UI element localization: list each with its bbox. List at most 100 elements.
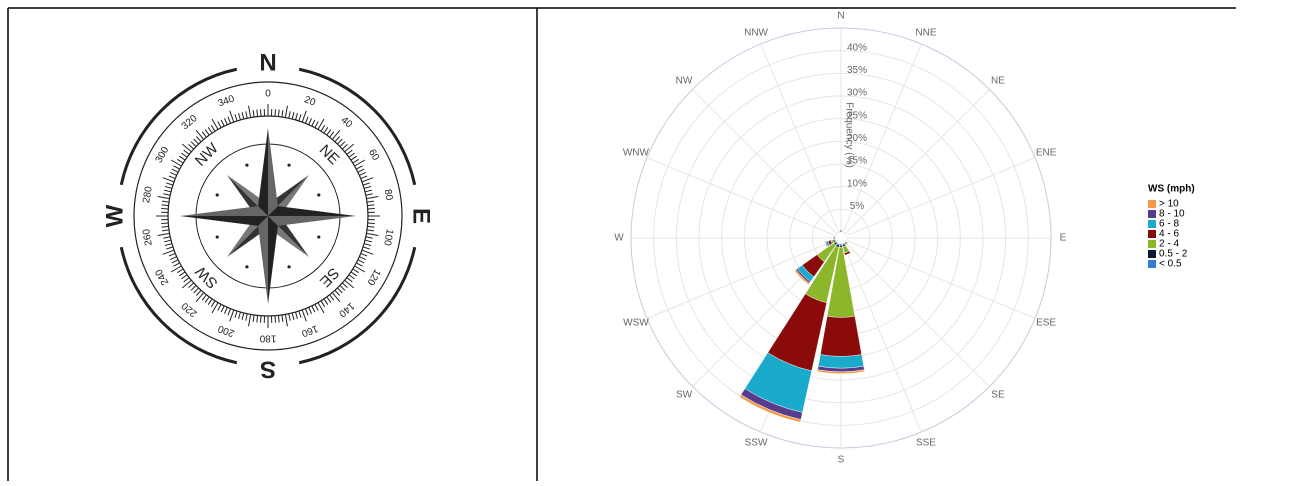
degree-label: 180 [259,332,276,343]
y-tick-label: 30% [847,88,867,99]
compass-tick [228,309,231,315]
compass-tick [365,240,372,242]
compass-tick [299,311,301,318]
compass-tick [191,142,196,147]
degree-label: 0 [265,89,271,100]
compass-tick [340,142,345,147]
legend-swatch [1148,220,1156,228]
degree-label: 260 [141,228,155,247]
compass-tick [163,250,174,254]
compass-tick [359,257,365,260]
compass-tick [347,150,353,154]
compass-tick [205,129,209,135]
degree-label: 20 [303,94,318,108]
star-point [268,206,356,216]
cardinal-label: W [101,204,128,227]
compass-tick [194,288,199,293]
compass-tick [163,194,170,195]
compass-tick [188,144,193,149]
compass-tick [172,260,178,263]
compass-tick [253,315,254,322]
spoke [847,240,1035,318]
compass-tick [165,244,172,246]
compass-tick [337,288,342,293]
direction-label: N [837,11,844,22]
compass-tick [361,176,367,179]
compass-tick [235,311,237,318]
compass-tick [321,301,325,307]
compass-tick [289,111,290,118]
compass-tick [335,136,340,141]
compass-tick [367,205,374,206]
degree-label: 100 [381,228,395,247]
compass-tick [174,263,180,266]
legend-title: WS (mph) [1148,184,1195,195]
degree-label: 200 [216,322,236,338]
rose-segment [820,316,861,356]
compass-tick [327,129,331,135]
compass-rose: 0204060801001201401601802002202402602803… [101,49,434,382]
compass-tick [327,297,331,303]
compass-tick [211,125,215,131]
compass-tick [249,314,251,326]
star-point [180,216,268,226]
dot [317,193,320,196]
compass-tick [305,309,308,315]
compass-tick [302,111,306,122]
compass-tick [330,295,334,301]
compass-tick [249,106,251,118]
compass-tick [356,166,362,169]
direction-label: SW [676,390,693,401]
compass-tick [162,201,169,202]
compass-tick [282,110,283,117]
compass-tick [292,112,294,119]
compass-tick [296,113,298,120]
compass-tick [285,106,287,118]
compass-tick [324,127,328,133]
compass-tick [205,297,209,303]
cardinal-label: E [408,208,435,224]
compass-tick [351,272,357,276]
compass-tick [188,283,193,288]
compass-tick [285,314,287,326]
compass-tick [218,122,221,128]
compass-tick [239,312,241,319]
compass-tick [235,114,237,121]
direction-label: S [838,455,845,466]
compass-tick [353,159,359,163]
direction-label: WNW [623,148,650,159]
compass-tick [221,306,224,312]
degree-label: 240 [153,267,171,287]
compass-tick [321,125,325,131]
compass-tick [169,176,175,179]
compass-tick [305,117,308,123]
compass-tick [184,150,190,154]
compass-tick [162,205,169,206]
dot [245,265,248,268]
compass-tick [349,275,355,279]
compass-tick [166,247,173,249]
dot [287,265,290,268]
compass-tick [367,226,374,227]
compass-tick [278,110,279,117]
spoke [761,44,839,232]
star-point [268,216,278,304]
compass-tick [224,118,227,124]
compass-tick [347,278,353,282]
spoke [647,158,835,236]
compass-tick [221,120,224,126]
compass-tick [181,153,187,157]
compass-tick [172,169,178,172]
direction-label: SSW [745,438,768,449]
y-tick-label: 10% [847,178,867,189]
outer-arc [121,69,237,185]
degree-label: 280 [141,185,155,204]
spoke [693,90,837,234]
compass-tick [242,112,244,119]
legend-swatch [1148,260,1156,268]
compass-tick [289,314,290,321]
compass-tick [163,237,170,238]
compass-tick [165,187,172,189]
direction-label: W [614,233,624,244]
